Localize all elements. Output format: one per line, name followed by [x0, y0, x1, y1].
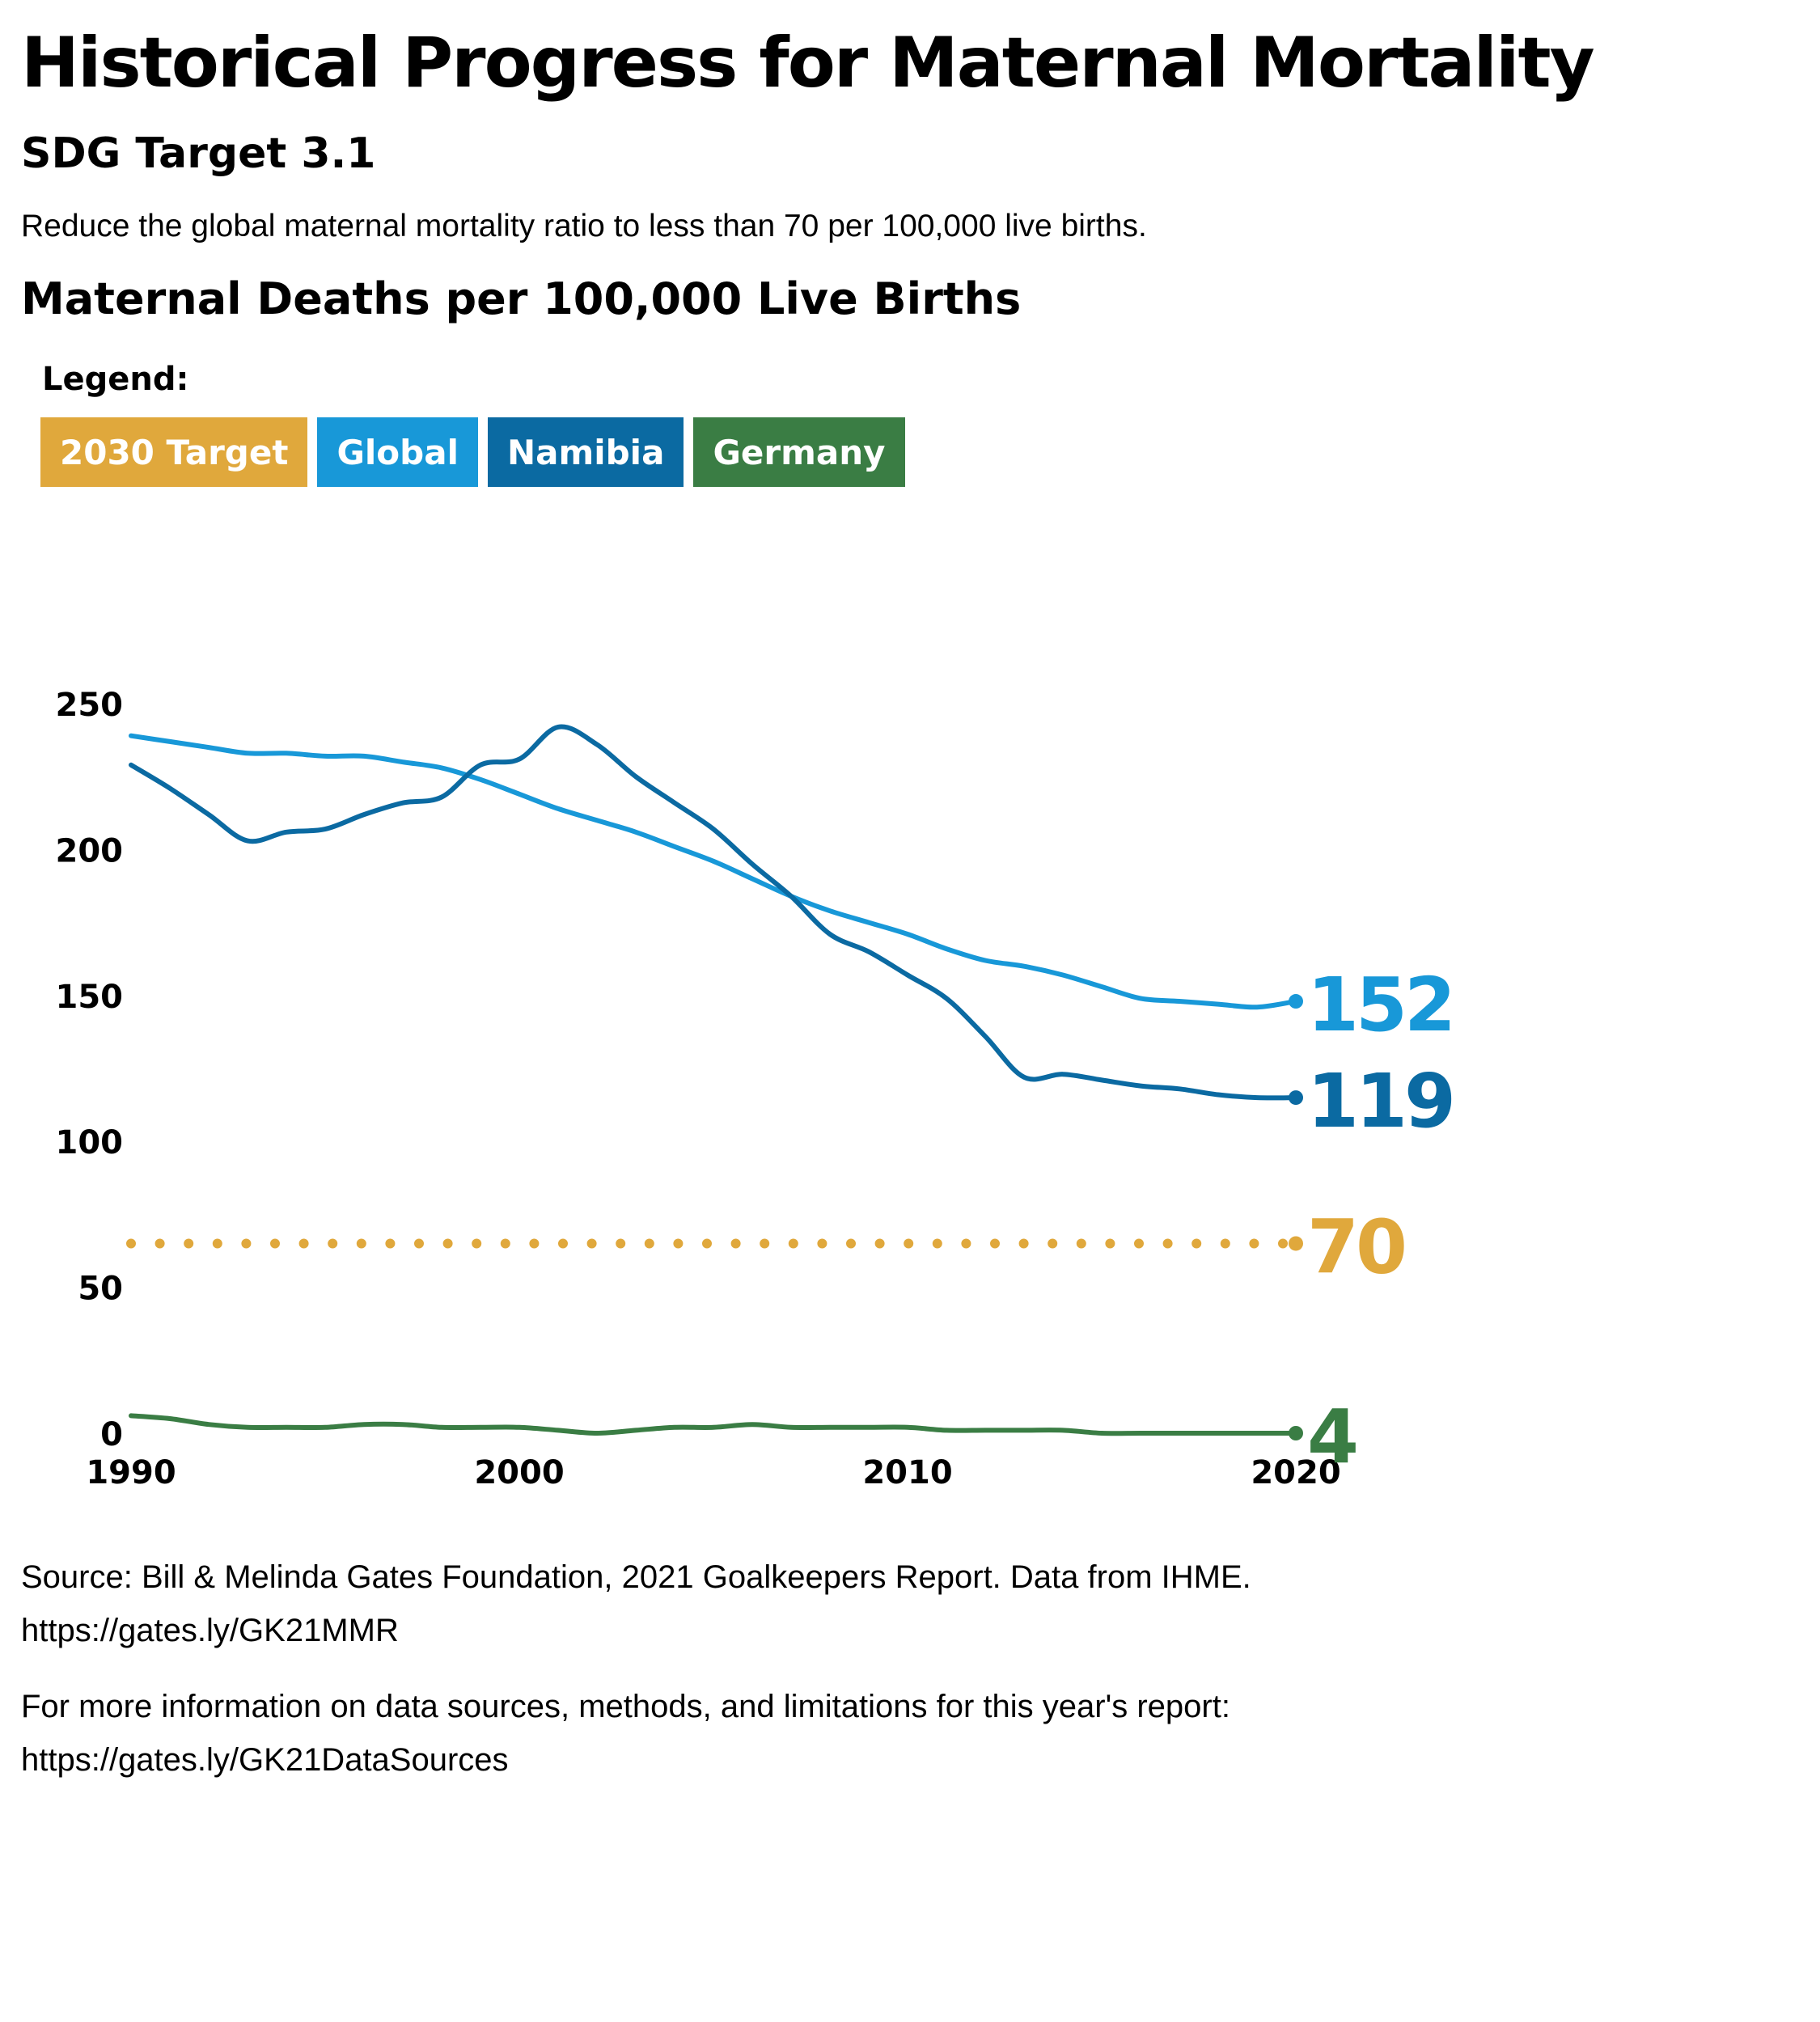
- x-tick-label-2010: 2010: [862, 1454, 952, 1491]
- legend-item-namibia: Namibia: [487, 417, 684, 487]
- legend-label: Legend:: [42, 361, 189, 398]
- series-line-global: [129, 733, 1298, 1010]
- x-tick-label-2020: 2020: [1251, 1454, 1340, 1491]
- series-end-label-namibia: 119: [1307, 1058, 1453, 1144]
- series-line-germany: [129, 1413, 1298, 1436]
- y-tick-label-100: 100: [56, 1124, 124, 1161]
- x-tick-label-1990: 1990: [86, 1454, 176, 1491]
- info-link: https://gates.ly/GK21DataSources: [21, 1742, 509, 1778]
- series-end-point-germany: [1289, 1426, 1303, 1440]
- legend-item-global: Global: [317, 417, 478, 487]
- series-end-point-namibia: [1289, 1090, 1303, 1106]
- series-end-point-global: [1289, 994, 1303, 1009]
- page-subtitle: SDG Target 3.1: [21, 129, 376, 178]
- target-description: Reduce the global maternal mortality rat…: [21, 209, 1147, 243]
- series-end-point-2030-target: [1289, 1236, 1303, 1251]
- chart-title: Maternal Deaths per 100,000 Live Births: [21, 273, 1022, 324]
- source-link: https://gates.ly/GK21MMR: [21, 1613, 399, 1648]
- x-tick-label-2000: 2000: [474, 1454, 564, 1491]
- y-tick-label-50: 50: [78, 1271, 123, 1308]
- line-chart: 0 50 100 150 200 250 1990 2000 2010 2020 152 119 70 4: [56, 687, 1457, 1491]
- series-end-label-germany: 4: [1307, 1394, 1356, 1480]
- info-line-1: For more information on data sources, me…: [21, 1689, 1230, 1724]
- series-end-label-2030-target: 70: [1307, 1203, 1404, 1290]
- legend-item-germany: Germany: [693, 417, 905, 487]
- legend: 2030 Target Global Namibia Germany: [40, 417, 905, 487]
- legend-item-2030-target: 2030 Target: [40, 417, 308, 487]
- y-tick-label-0: 0: [100, 1416, 123, 1453]
- y-tick-label-150: 150: [56, 979, 124, 1016]
- page-title: Historical Progress for Maternal Mortali…: [21, 23, 1595, 104]
- y-tick-label-250: 250: [56, 687, 124, 724]
- source-line-1: Source: Bill & Melinda Gates Foundation,…: [21, 1559, 1251, 1595]
- series-end-label-global: 152: [1307, 962, 1453, 1048]
- y-tick-label-200: 200: [56, 832, 124, 869]
- series-line-namibia: [129, 724, 1298, 1101]
